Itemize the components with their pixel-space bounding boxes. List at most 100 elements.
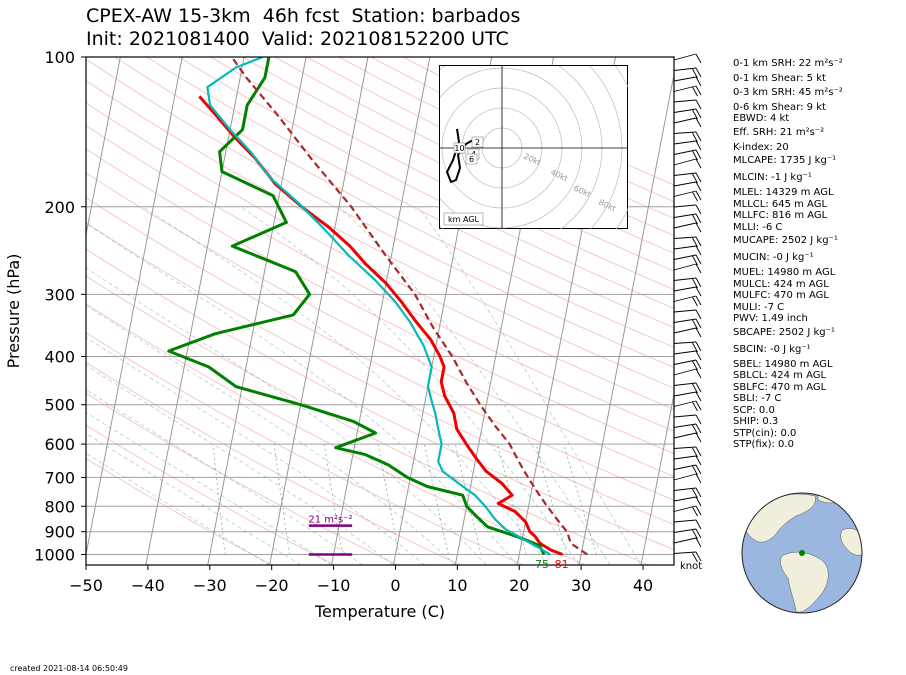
moist-adiabat-line — [142, 206, 549, 565]
y-tick-label: 1000 — [34, 545, 75, 564]
y-axis-label: Pressure (hPa) — [4, 254, 23, 369]
stat-line: 0-1 km SRH: 22 m²s⁻² — [733, 58, 843, 69]
wind-barb — [673, 350, 702, 361]
isotherm-line — [86, 57, 183, 558]
wind-barb — [673, 496, 702, 507]
y-tick-label: 600 — [44, 435, 75, 454]
wind-barb — [673, 382, 702, 394]
dry-adiabat-line — [86, 361, 461, 565]
stat-line: MULI: -7 C — [733, 301, 785, 313]
isotherm-line — [578, 71, 674, 565]
hodograph-height-label: 2 — [471, 136, 484, 148]
wind-barb — [673, 190, 702, 202]
wind-barb — [673, 172, 702, 184]
dry-adiabat-line — [86, 332, 524, 565]
mixing-ratio-line — [377, 444, 400, 555]
mixing-ratio-line — [323, 444, 343, 555]
wind-barb — [673, 158, 702, 169]
y-tick-label: 400 — [44, 348, 75, 367]
x-tick-label: −50 — [69, 576, 103, 595]
wind-barb — [673, 359, 702, 371]
hodograph-height-label: 10 — [453, 142, 466, 154]
globe-inset — [741, 492, 863, 614]
x-axis-label: Temperature (C) — [314, 602, 445, 621]
wind-unit-label: knot — [680, 561, 702, 572]
wind-barb — [673, 446, 702, 458]
stat-line: SBCIN: -0 J kg⁻¹ — [733, 343, 811, 355]
stat-line: EBWD: 4 kt — [733, 113, 790, 124]
svg-text:6: 6 — [469, 155, 474, 164]
stat-line: MUEL: 14980 m AGL — [733, 267, 836, 278]
mixing-ratio-line — [273, 444, 290, 555]
stat-line: SBLI: -7 C — [733, 393, 782, 404]
moist-adiabat-line — [86, 336, 425, 565]
dry-adiabat-line — [178, 57, 674, 309]
y-tick-label: 300 — [44, 285, 75, 304]
chart-subtitle: Init: 2021081400 Valid: 202108152200 UTC — [86, 28, 509, 50]
dry-adiabat-line — [86, 125, 674, 432]
isotherm-line — [86, 57, 121, 238]
moist-adiabat-line — [86, 304, 456, 565]
moist-adiabat-line — [86, 222, 518, 565]
dry-adiabat-line — [210, 57, 674, 291]
wind-barb — [673, 327, 702, 338]
hodograph-inset: 20kt40kt60kt80kt10246km AGL — [439, 65, 628, 229]
wind-barb — [673, 414, 702, 425]
dry-adiabat-line — [86, 197, 674, 501]
wind-barb — [673, 181, 702, 192]
stat-line: 0-3 km SRH: 45 m²s⁻² — [733, 86, 843, 98]
moist-adiabat-line — [86, 432, 301, 565]
wetbulb-line — [206, 57, 551, 556]
plot-frame — [85, 56, 675, 566]
wind-barb — [673, 245, 702, 256]
wind-barb — [673, 432, 702, 443]
stat-line: SBLFC: 470 m AGL — [733, 381, 827, 393]
wind-barb — [673, 528, 702, 540]
stat-line: SBCAPE: 2502 J kg⁻¹ — [733, 326, 835, 338]
wind-barb — [673, 76, 702, 87]
isotherm-line — [331, 57, 431, 565]
srh-label: 21 m²s⁻² — [308, 515, 352, 526]
x-tick-label: 20 — [509, 576, 529, 595]
wind-barb — [673, 67, 702, 79]
stat-line: STP(fix): 0.0 — [733, 439, 794, 450]
stat-line: MLEL: 14329 m AGL — [733, 187, 834, 198]
wind-barb — [673, 473, 702, 484]
wind-barb — [673, 505, 702, 517]
svg-text:km AGL: km AGL — [448, 215, 480, 224]
hodograph-rings: 20kt40kt60kt80kt10246 — [440, 66, 628, 229]
isotherm-line — [269, 57, 369, 565]
wind-barb — [673, 551, 702, 563]
parcel-line — [230, 57, 588, 556]
x-tick-label: −40 — [131, 576, 165, 595]
dry-adiabat-line — [86, 424, 335, 565]
surface-temperature-label: 81 — [555, 558, 569, 571]
wind-barb — [673, 400, 702, 412]
created-timestamp: created 2021-08-14 06:50:49 — [10, 664, 128, 673]
wind-barb — [673, 487, 702, 499]
wind-barb — [673, 213, 702, 225]
wind-barb — [673, 131, 702, 143]
surface-dewpoint-label: 75 — [535, 558, 549, 571]
x-tick-label: −10 — [317, 576, 351, 595]
axes: −50 −40 −30 −20 −10 0 10 20 30 40 100 200 300 400 500 6… — [4, 48, 702, 621]
stat-line: MLCAPE: 1735 J kg⁻¹ — [733, 155, 837, 166]
moist-adiabat-line — [417, 206, 642, 565]
dry-adiabat-line — [86, 392, 398, 565]
y-tick-label: 100 — [44, 48, 75, 67]
wind-barb — [673, 286, 702, 297]
wind-barb — [673, 149, 702, 161]
wind-barb — [673, 391, 702, 402]
stat-line: SBLCL: 424 m AGL — [733, 370, 827, 381]
wind-barb — [673, 53, 702, 64]
x-tick-label: 10 — [447, 576, 467, 595]
wind-barb — [673, 464, 702, 476]
moist-adiabat-line — [86, 411, 332, 565]
svg-text:10: 10 — [454, 144, 464, 153]
wind-barb — [673, 423, 702, 435]
wind-barb — [673, 309, 702, 320]
wind-barb — [673, 140, 702, 151]
globe-outline — [741, 492, 863, 614]
sounding-lines — [167, 57, 588, 556]
stat-line: PWV: 1.49 inch — [733, 313, 808, 324]
